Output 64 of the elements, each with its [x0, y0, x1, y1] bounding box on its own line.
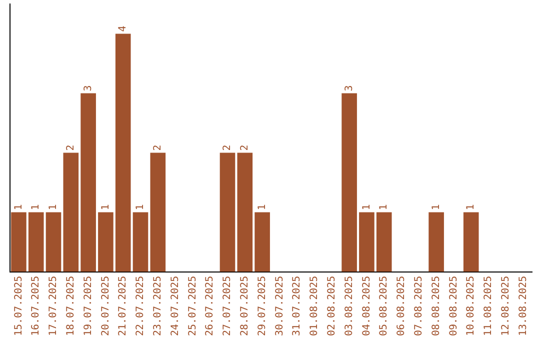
data-label: 3 — [344, 85, 355, 92]
x-tick-label: 12.08.2025 — [500, 276, 512, 336]
data-label: 1 — [30, 204, 42, 210]
data-label: 1 — [430, 204, 442, 210]
x-tick-label: 22.07.2025 — [135, 276, 146, 336]
data-label: 1 — [256, 204, 268, 210]
x-tick-label: 31.07.2025 — [292, 276, 303, 336]
bar — [132, 212, 148, 272]
bar — [80, 93, 96, 272]
data-label: 1 — [48, 204, 60, 210]
x-tick-label: 27.07.2025 — [222, 276, 234, 336]
x-tick-label: 17.07.2025 — [48, 276, 60, 336]
x-tick-label: 04.08.2025 — [361, 276, 372, 336]
x-tick-label: 11.08.2025 — [483, 276, 494, 336]
bar — [63, 152, 79, 272]
x-tick-label: 10.08.2025 — [466, 276, 477, 336]
x-tick-label: 01.08.2025 — [309, 276, 320, 336]
data-label: 4 — [118, 26, 129, 32]
data-label: 1 — [466, 204, 477, 210]
data-label: 2 — [65, 144, 76, 151]
data-label: 1 — [100, 204, 112, 210]
bar — [463, 212, 479, 272]
bar — [98, 212, 114, 272]
x-tick-label: 19.07.2025 — [82, 276, 94, 336]
data-label: 1 — [13, 204, 24, 210]
bar — [428, 212, 444, 272]
bar — [11, 212, 26, 272]
x-tick-label: 23.07.2025 — [152, 276, 164, 336]
data-label: 2 — [222, 144, 234, 151]
bar — [220, 152, 236, 272]
x-tick-label: 06.08.2025 — [396, 276, 408, 336]
x-tick-label: 02.08.2025 — [326, 276, 338, 336]
x-tick-label: 24.07.2025 — [170, 276, 181, 336]
x-tick-label: 28.07.2025 — [239, 276, 250, 336]
bar — [150, 152, 166, 272]
data-label: 2 — [152, 144, 164, 151]
bar — [342, 93, 357, 272]
x-tick-label: 03.08.2025 — [344, 276, 355, 336]
bar — [254, 212, 270, 272]
x-tick-label: 21.07.2025 — [118, 276, 129, 336]
bar — [46, 212, 62, 272]
x-tick-label: 08.08.2025 — [430, 276, 442, 336]
bar — [115, 34, 131, 272]
x-tick-label: 20.07.2025 — [100, 276, 112, 336]
x-tick-label: 18.07.2025 — [65, 276, 76, 336]
data-label: 1 — [361, 204, 372, 210]
x-tick-label: 15.07.2025 — [13, 276, 24, 336]
x-tick-label: 26.07.2025 — [204, 276, 216, 336]
x-tick-label: 25.07.2025 — [187, 276, 198, 336]
data-label: 2 — [239, 144, 250, 151]
bar — [28, 212, 44, 272]
data-label: 3 — [82, 85, 94, 92]
x-tick-label: 05.08.2025 — [378, 276, 390, 336]
x-tick-label: 07.08.2025 — [413, 276, 424, 336]
x-tick-label: 30.07.2025 — [274, 276, 286, 336]
bar — [237, 152, 253, 272]
data-label: 1 — [378, 204, 390, 210]
x-tick-label: 13.08.2025 — [518, 276, 529, 336]
bar — [376, 212, 392, 272]
x-tick-label: 09.08.2025 — [448, 276, 460, 336]
bar — [359, 212, 374, 272]
x-tick-label: 29.07.2025 — [256, 276, 268, 336]
data-label: 1 — [135, 204, 146, 210]
x-tick-label: 16.07.2025 — [30, 276, 42, 336]
